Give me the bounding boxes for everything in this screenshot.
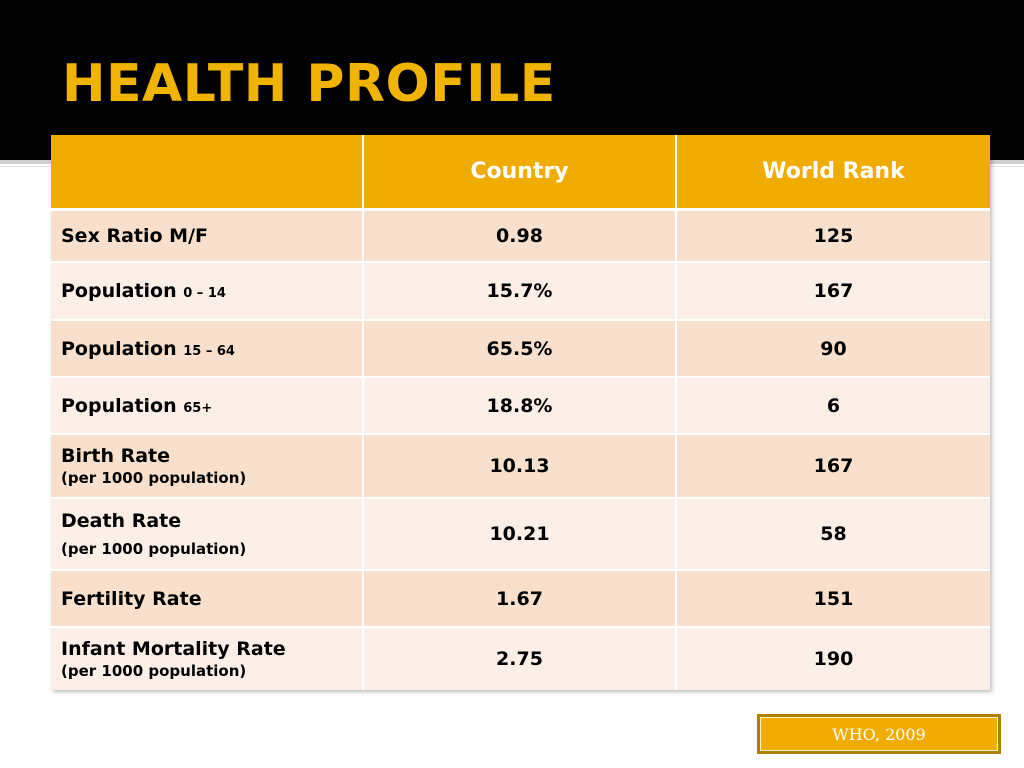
country-value: 18.8% [362,376,676,434]
table-row: Population 65+ 18.8% 6 [51,376,990,434]
table-row: Death Rate (per 1000 population) 10.21 58 [51,497,990,570]
source-text: WHO, 2009 [760,717,998,751]
country-value: 65.5% [362,319,676,377]
table-row: Birth Rate (per 1000 population) 10.13 16… [51,433,990,498]
row-label: Fertility Rate [51,569,363,627]
source-badge: WHO, 2009 [757,714,1001,754]
world-rank-value: 58 [675,497,990,570]
table-header-row: Country World Rank [51,135,990,211]
health-profile-table: Country World Rank Sex Ratio M/F 0.98 12… [51,135,990,690]
header-world-rank: World Rank [675,135,990,211]
world-rank-value: 167 [675,433,990,498]
table-row: Population 15 – 64 65.5% 90 [51,319,990,377]
world-rank-value: 167 [675,261,990,320]
row-label: Population 15 – 64 [51,319,363,377]
row-label: Infant Mortality Rate (per 1000 populatio… [51,626,363,690]
table-row: Sex Ratio M/F 0.98 125 [51,208,990,262]
table-row: Infant Mortality Rate (per 1000 populatio… [51,626,990,690]
country-value: 0.98 [362,208,676,262]
table-row: Fertility Rate 1.67 151 [51,569,990,627]
country-value: 10.13 [362,433,676,498]
title-bar [0,0,1024,160]
country-value: 1.67 [362,569,676,627]
header-country: Country [362,135,676,211]
table-row: Population 0 – 14 15.7% 167 [51,261,990,320]
row-label: Population 0 – 14 [51,261,363,320]
world-rank-value: 6 [675,376,990,434]
country-value: 10.21 [362,497,676,570]
header-blank [51,135,363,211]
country-value: 2.75 [362,626,676,690]
row-label: Birth Rate (per 1000 population) [51,433,363,498]
slide-title: HEALTH PROFILE [62,54,556,114]
world-rank-value: 190 [675,626,990,690]
world-rank-value: 151 [675,569,990,627]
world-rank-value: 125 [675,208,990,262]
row-label: Death Rate (per 1000 population) [51,497,363,570]
world-rank-value: 90 [675,319,990,377]
row-label: Population 65+ [51,376,363,434]
country-value: 15.7% [362,261,676,320]
row-label: Sex Ratio M/F [51,208,363,262]
